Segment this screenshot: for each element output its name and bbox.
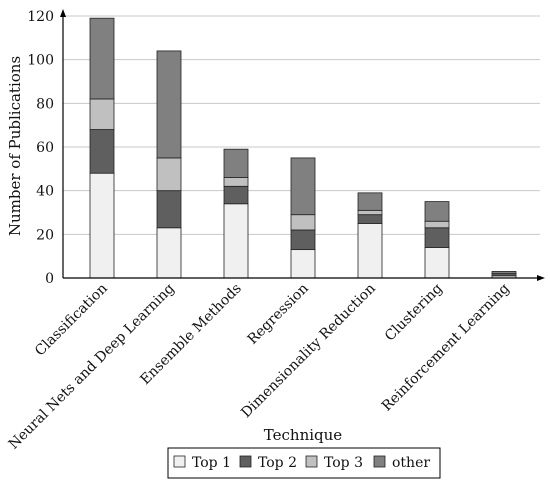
legend-swatch	[173, 455, 186, 468]
bar-segment-top-1	[357, 223, 383, 279]
x-tick-label: Dimensionality Reduction	[238, 281, 379, 422]
legend-swatch	[305, 455, 318, 468]
bar-segment-other	[223, 148, 249, 178]
bar-segment-top-3	[223, 177, 249, 187]
legend-box	[167, 447, 441, 479]
bar-segment-top-2	[357, 214, 383, 224]
bar-segment-top-1	[89, 172, 115, 279]
bar-segment-top-3	[156, 157, 182, 192]
y-axis-arrow-icon	[60, 9, 66, 17]
bar-segment-other	[357, 192, 383, 211]
y-tick-label: 20	[36, 227, 54, 243]
y-tick-label: 40	[36, 184, 54, 200]
bar-segment-top-1	[223, 203, 249, 279]
bar-segment-top-2	[89, 129, 115, 174]
axes	[60, 9, 545, 281]
y-tick-label: 80	[36, 96, 54, 112]
legend-swatch	[373, 455, 386, 468]
bar-segment-top-3	[290, 214, 316, 231]
x-axis-title: Technique	[264, 426, 342, 444]
bar-segment-other	[424, 201, 450, 222]
x-tick-label: Regression	[245, 281, 312, 348]
x-axis-arrow-icon	[537, 275, 545, 281]
bar-segment-other	[156, 50, 182, 159]
y-tick-label: 60	[36, 140, 54, 156]
bar-segment-top-3	[89, 98, 115, 130]
legend-label: Top 1	[192, 455, 231, 471]
bar-segment-top-3	[357, 209, 383, 216]
gridlines	[63, 15, 540, 235]
y-axis-title: Number of Publications	[6, 56, 24, 236]
y-tick-labels: 0 20 40 60 80 100 120	[27, 9, 54, 287]
legend-label: other	[392, 455, 430, 471]
legend-label: Top 2	[258, 455, 297, 471]
bar-segment-other	[89, 17, 115, 100]
bar-segment-top-2	[223, 185, 249, 205]
y-tick-label: 120	[27, 9, 54, 25]
y-tick-label: 100	[27, 53, 54, 69]
bar-segment-top-1	[424, 247, 450, 279]
bar-segment-top-2	[424, 227, 450, 248]
bar-segment-top-2	[156, 190, 182, 229]
y-tick-label: 0	[45, 271, 54, 287]
bar-segment-other	[290, 157, 316, 216]
x-tick-label: Reinforcement Learning	[379, 280, 513, 414]
bar-segment-top-3	[424, 220, 450, 229]
bar-segment-other	[491, 271, 517, 275]
bars	[89, 17, 517, 279]
legend: Top 1 Top 2 Top 3 other	[167, 447, 441, 479]
x-tick-label: Clustering	[382, 280, 446, 344]
bar-segment-top-2	[290, 229, 316, 251]
legend-swatch	[239, 455, 252, 468]
legend-label: Top 3	[324, 455, 363, 471]
bar-segment-top-1	[290, 249, 316, 279]
bar-segment-top-1	[156, 227, 182, 279]
